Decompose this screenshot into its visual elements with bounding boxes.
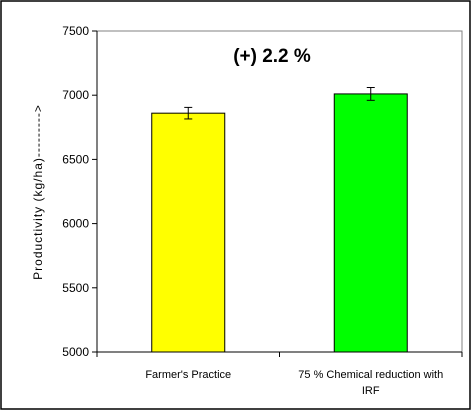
y-tick-label: 6000 — [62, 217, 89, 231]
change-annotation: (+) 2.2 % — [233, 46, 311, 67]
y-tick-label: 7000 — [62, 88, 89, 102]
y-tick-label: 7500 — [62, 24, 89, 38]
category-labels: Farmer's Practice 75 % Chemical reduction… — [145, 369, 443, 397]
y-axis-label: Productivity (kg/ha)---------> — [31, 104, 45, 280]
y-tick-label: 6500 — [62, 152, 89, 166]
x-category-label: IRF — [362, 385, 380, 397]
error-bars — [184, 86, 375, 120]
bar — [333, 93, 408, 353]
x-category-label: Farmer's Practice — [145, 369, 231, 381]
y-tick-label: 5000 — [62, 345, 89, 359]
y-tick-label: 5500 — [62, 281, 89, 295]
bar — [151, 112, 226, 353]
x-category-label: 75 % Chemical reduction with — [298, 369, 443, 381]
y-axis: 5000 5500 6000 6500 7000 7500 — [62, 24, 98, 359]
